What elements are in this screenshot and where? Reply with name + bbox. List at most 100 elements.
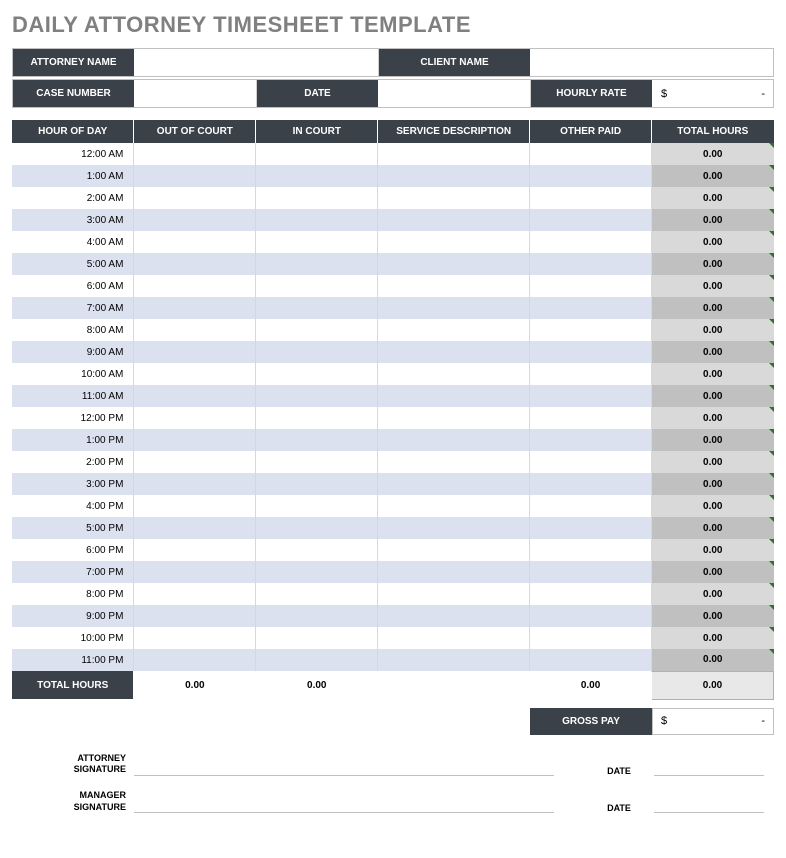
other-paid-cell[interactable]: [530, 385, 652, 407]
other-paid-cell[interactable]: [530, 143, 652, 165]
manager-date-line[interactable]: [654, 791, 764, 813]
client-name-value[interactable]: [531, 49, 773, 76]
out-of-court-cell[interactable]: [134, 517, 256, 539]
service-desc-cell[interactable]: [378, 363, 530, 385]
other-paid-cell[interactable]: [530, 517, 652, 539]
manager-signature-line[interactable]: [134, 791, 554, 813]
in-court-cell[interactable]: [256, 253, 378, 275]
out-of-court-cell[interactable]: [134, 143, 256, 165]
gross-pay-value[interactable]: $ -: [652, 708, 774, 735]
service-desc-cell[interactable]: [378, 495, 530, 517]
service-desc-cell[interactable]: [378, 275, 530, 297]
service-desc-cell[interactable]: [378, 319, 530, 341]
attorney-name-value[interactable]: [135, 49, 379, 76]
other-paid-cell[interactable]: [530, 649, 652, 671]
service-desc-cell[interactable]: [378, 473, 530, 495]
in-court-cell[interactable]: [256, 363, 378, 385]
in-court-cell[interactable]: [256, 297, 378, 319]
in-court-cell[interactable]: [256, 407, 378, 429]
out-of-court-cell[interactable]: [134, 473, 256, 495]
service-desc-cell[interactable]: [378, 231, 530, 253]
in-court-cell[interactable]: [256, 517, 378, 539]
other-paid-cell[interactable]: [530, 187, 652, 209]
service-desc-cell[interactable]: [378, 187, 530, 209]
other-paid-cell[interactable]: [530, 363, 652, 385]
in-court-cell[interactable]: [256, 275, 378, 297]
service-desc-cell[interactable]: [378, 209, 530, 231]
other-paid-cell[interactable]: [530, 451, 652, 473]
service-desc-cell[interactable]: [378, 627, 530, 649]
out-of-court-cell[interactable]: [134, 363, 256, 385]
out-of-court-cell[interactable]: [134, 495, 256, 517]
date-value[interactable]: [379, 80, 531, 107]
attorney-date-line[interactable]: [654, 754, 764, 776]
other-paid-cell[interactable]: [530, 605, 652, 627]
out-of-court-cell[interactable]: [134, 385, 256, 407]
service-desc-cell[interactable]: [378, 561, 530, 583]
in-court-cell[interactable]: [256, 561, 378, 583]
service-desc-cell[interactable]: [378, 143, 530, 165]
service-desc-cell[interactable]: [378, 385, 530, 407]
out-of-court-cell[interactable]: [134, 429, 256, 451]
in-court-cell[interactable]: [256, 451, 378, 473]
other-paid-cell[interactable]: [530, 429, 652, 451]
in-court-cell[interactable]: [256, 341, 378, 363]
other-paid-cell[interactable]: [530, 473, 652, 495]
service-desc-cell[interactable]: [378, 429, 530, 451]
service-desc-cell[interactable]: [378, 407, 530, 429]
in-court-cell[interactable]: [256, 473, 378, 495]
service-desc-cell[interactable]: [378, 451, 530, 473]
other-paid-cell[interactable]: [530, 583, 652, 605]
out-of-court-cell[interactable]: [134, 275, 256, 297]
in-court-cell[interactable]: [256, 319, 378, 341]
out-of-court-cell[interactable]: [134, 165, 256, 187]
other-paid-cell[interactable]: [530, 319, 652, 341]
other-paid-cell[interactable]: [530, 297, 652, 319]
in-court-cell[interactable]: [256, 143, 378, 165]
out-of-court-cell[interactable]: [134, 297, 256, 319]
service-desc-cell[interactable]: [378, 341, 530, 363]
other-paid-cell[interactable]: [530, 627, 652, 649]
out-of-court-cell[interactable]: [134, 319, 256, 341]
in-court-cell[interactable]: [256, 231, 378, 253]
out-of-court-cell[interactable]: [134, 187, 256, 209]
service-desc-cell[interactable]: [378, 253, 530, 275]
other-paid-cell[interactable]: [530, 495, 652, 517]
service-desc-cell[interactable]: [378, 539, 530, 561]
out-of-court-cell[interactable]: [134, 649, 256, 671]
hourly-rate-value[interactable]: $ -: [653, 80, 773, 107]
out-of-court-cell[interactable]: [134, 253, 256, 275]
out-of-court-cell[interactable]: [134, 209, 256, 231]
other-paid-cell[interactable]: [530, 231, 652, 253]
out-of-court-cell[interactable]: [134, 231, 256, 253]
other-paid-cell[interactable]: [530, 209, 652, 231]
in-court-cell[interactable]: [256, 495, 378, 517]
case-number-value[interactable]: [135, 80, 257, 107]
out-of-court-cell[interactable]: [134, 627, 256, 649]
in-court-cell[interactable]: [256, 605, 378, 627]
other-paid-cell[interactable]: [530, 341, 652, 363]
other-paid-cell[interactable]: [530, 539, 652, 561]
in-court-cell[interactable]: [256, 187, 378, 209]
out-of-court-cell[interactable]: [134, 341, 256, 363]
service-desc-cell[interactable]: [378, 605, 530, 627]
in-court-cell[interactable]: [256, 165, 378, 187]
out-of-court-cell[interactable]: [134, 539, 256, 561]
other-paid-cell[interactable]: [530, 407, 652, 429]
in-court-cell[interactable]: [256, 539, 378, 561]
in-court-cell[interactable]: [256, 429, 378, 451]
in-court-cell[interactable]: [256, 385, 378, 407]
out-of-court-cell[interactable]: [134, 583, 256, 605]
out-of-court-cell[interactable]: [134, 605, 256, 627]
in-court-cell[interactable]: [256, 209, 378, 231]
other-paid-cell[interactable]: [530, 253, 652, 275]
out-of-court-cell[interactable]: [134, 561, 256, 583]
service-desc-cell[interactable]: [378, 649, 530, 671]
other-paid-cell[interactable]: [530, 561, 652, 583]
other-paid-cell[interactable]: [530, 275, 652, 297]
service-desc-cell[interactable]: [378, 297, 530, 319]
out-of-court-cell[interactable]: [134, 451, 256, 473]
service-desc-cell[interactable]: [378, 165, 530, 187]
service-desc-cell[interactable]: [378, 517, 530, 539]
service-desc-cell[interactable]: [378, 583, 530, 605]
